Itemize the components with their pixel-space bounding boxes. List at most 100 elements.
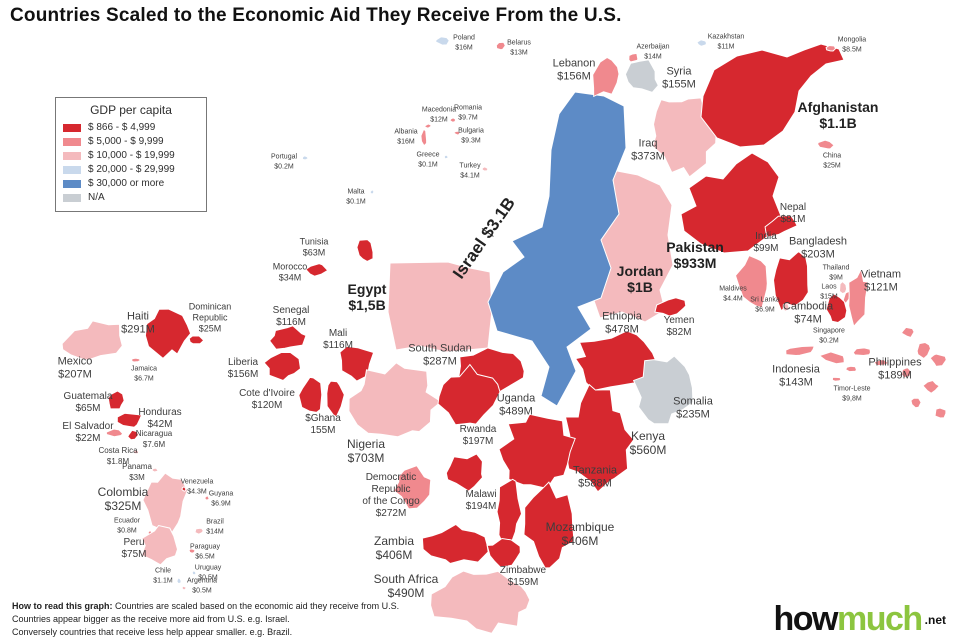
country-shape-nigeria bbox=[348, 362, 443, 438]
country-shape-venezuela bbox=[181, 486, 187, 492]
country-shape-india bbox=[734, 254, 768, 309]
country-shape-mongolia bbox=[825, 44, 837, 52]
country-shape-rwanda bbox=[445, 453, 484, 492]
legend-title: GDP per capita bbox=[90, 103, 172, 117]
country-shape-philippines-5 bbox=[910, 397, 922, 409]
country-shape-liberia bbox=[263, 351, 302, 382]
country-shape-tanzania bbox=[498, 413, 576, 490]
country-shape-guyana bbox=[204, 495, 210, 501]
country-shape-uganda bbox=[437, 363, 501, 426]
country-shape-indonesia-4 bbox=[844, 365, 858, 373]
legend-swatch-4 bbox=[63, 179, 81, 188]
footnote: How to read this graph: Countries are sc… bbox=[12, 600, 399, 639]
country-shape-indonesia-2 bbox=[852, 347, 872, 357]
country-shape-iraq bbox=[652, 97, 718, 178]
country-shape-senegal bbox=[268, 325, 307, 350]
country-shape-nepal bbox=[764, 214, 798, 238]
country-shape-philippines-2 bbox=[929, 353, 947, 367]
country-shape-honduras bbox=[116, 412, 143, 428]
country-shape-cote-d-ivoire bbox=[298, 376, 323, 413]
country-shape-macedonia bbox=[424, 123, 433, 129]
legend-box: GDP per capita $ 866 - $ 4,999 $ 5,000 - … bbox=[55, 97, 207, 212]
country-shape-timor-leste bbox=[831, 376, 842, 382]
country-shape-vietnam bbox=[848, 267, 869, 328]
country-shape-indonesia bbox=[785, 345, 816, 357]
legend-swatch-5 bbox=[63, 193, 81, 202]
country-shape-bangladesh bbox=[772, 250, 809, 312]
country-shape-jamaica bbox=[131, 357, 141, 363]
legend-swatch-3 bbox=[63, 165, 81, 174]
country-shape-kenya bbox=[564, 383, 635, 493]
legend-item-5: N/A bbox=[63, 192, 199, 203]
legend-swatch-1 bbox=[63, 137, 81, 146]
country-shape-egypt bbox=[387, 261, 493, 353]
country-shape-guatemala bbox=[107, 390, 125, 410]
country-shape-costa-rica bbox=[132, 449, 140, 455]
country-shape-thailand bbox=[838, 280, 848, 295]
legend-item-0: $ 866 - $ 4,999 bbox=[63, 122, 199, 133]
footnote-line-2: Countries appear bigger as the receive m… bbox=[12, 614, 290, 624]
legend-item-2: $ 10,000 - $ 19,999 bbox=[63, 150, 199, 161]
legend-swatch-2 bbox=[63, 151, 81, 160]
footnote-lead: How to read this graph: bbox=[12, 601, 113, 611]
country-shape-ghana bbox=[326, 380, 345, 418]
country-shape-south-africa bbox=[430, 570, 531, 634]
country-shape-belarus bbox=[495, 41, 506, 51]
logo-how: how bbox=[773, 600, 838, 638]
country-shape-israel bbox=[487, 91, 627, 407]
country-shape-dominican-republic bbox=[188, 335, 205, 345]
country-shape-democratic-republic-of-the-congo bbox=[393, 464, 432, 510]
country-shape-malawi bbox=[496, 478, 523, 545]
country-shape-poland bbox=[434, 36, 450, 46]
legend-label-5: N/A bbox=[88, 192, 105, 203]
legend-item-1: $ 5,000 - $ 9,999 bbox=[63, 136, 199, 147]
country-shape-tunisia bbox=[356, 239, 374, 262]
legend-swatch-0 bbox=[63, 123, 81, 132]
country-shape-greece bbox=[443, 154, 449, 160]
country-shape-bulgaria bbox=[453, 130, 461, 136]
footnote-line1-rest: Countries are scaled based on the econom… bbox=[112, 601, 400, 611]
country-shape-syria bbox=[624, 59, 659, 93]
country-shape-paraguay bbox=[188, 548, 196, 554]
country-shape-el-salvador bbox=[105, 428, 124, 438]
country-shape-nicaragua bbox=[127, 429, 140, 441]
country-shape-china bbox=[817, 139, 835, 150]
country-shape-somalia bbox=[632, 355, 694, 425]
country-shape-zambia bbox=[421, 523, 489, 565]
legend-label-1: $ 5,000 - $ 9,999 bbox=[88, 136, 164, 147]
footnote-line-1: How to read this graph: Countries are sc… bbox=[12, 600, 399, 613]
country-shape-lebanon bbox=[592, 56, 620, 98]
country-shape-afghanistan bbox=[700, 43, 845, 148]
country-shape-haiti bbox=[144, 308, 192, 360]
legend-label-2: $ 10,000 - $ 19,999 bbox=[88, 150, 175, 161]
country-shape-philippines-1 bbox=[916, 341, 932, 360]
country-shape-philippines-3 bbox=[901, 367, 913, 379]
country-shape-malta bbox=[369, 189, 375, 195]
country-shape-indonesia-1 bbox=[818, 351, 845, 365]
logo-net-suffix: .net bbox=[924, 613, 946, 627]
country-shape-argentina bbox=[181, 585, 187, 591]
page-title: Countries Scaled to the Economic Aid The… bbox=[10, 5, 622, 26]
legend-item-4: $ 30,000 or more bbox=[63, 178, 199, 189]
country-shape-pakistan bbox=[680, 152, 782, 254]
country-shape-philippines-4 bbox=[922, 379, 941, 394]
legend-rows: $ 866 - $ 4,999 $ 5,000 - $ 9,999 $ 10,000… bbox=[63, 122, 199, 203]
country-shape-indonesia-3 bbox=[873, 359, 890, 367]
country-shape-turkey bbox=[481, 166, 489, 172]
country-shape-romania bbox=[449, 117, 457, 123]
country-shape-brazil bbox=[194, 527, 205, 535]
legend-label-0: $ 866 - $ 4,999 bbox=[88, 122, 156, 133]
country-shape-chile bbox=[176, 577, 182, 585]
country-shape-cambodia bbox=[825, 293, 848, 324]
country-shape-sri-lanka bbox=[782, 303, 790, 312]
legend-label-3: $ 20,000 - $ 29,999 bbox=[88, 164, 175, 175]
country-shape-philippines bbox=[900, 326, 915, 339]
legend-label-4: $ 30,000 or more bbox=[88, 178, 165, 189]
country-shape-mozambique bbox=[523, 481, 575, 569]
country-shape-ethiopia bbox=[574, 330, 658, 392]
country-shape-mexico bbox=[61, 320, 123, 361]
country-shape-panama bbox=[151, 467, 159, 473]
country-shape-yemen bbox=[654, 297, 687, 317]
